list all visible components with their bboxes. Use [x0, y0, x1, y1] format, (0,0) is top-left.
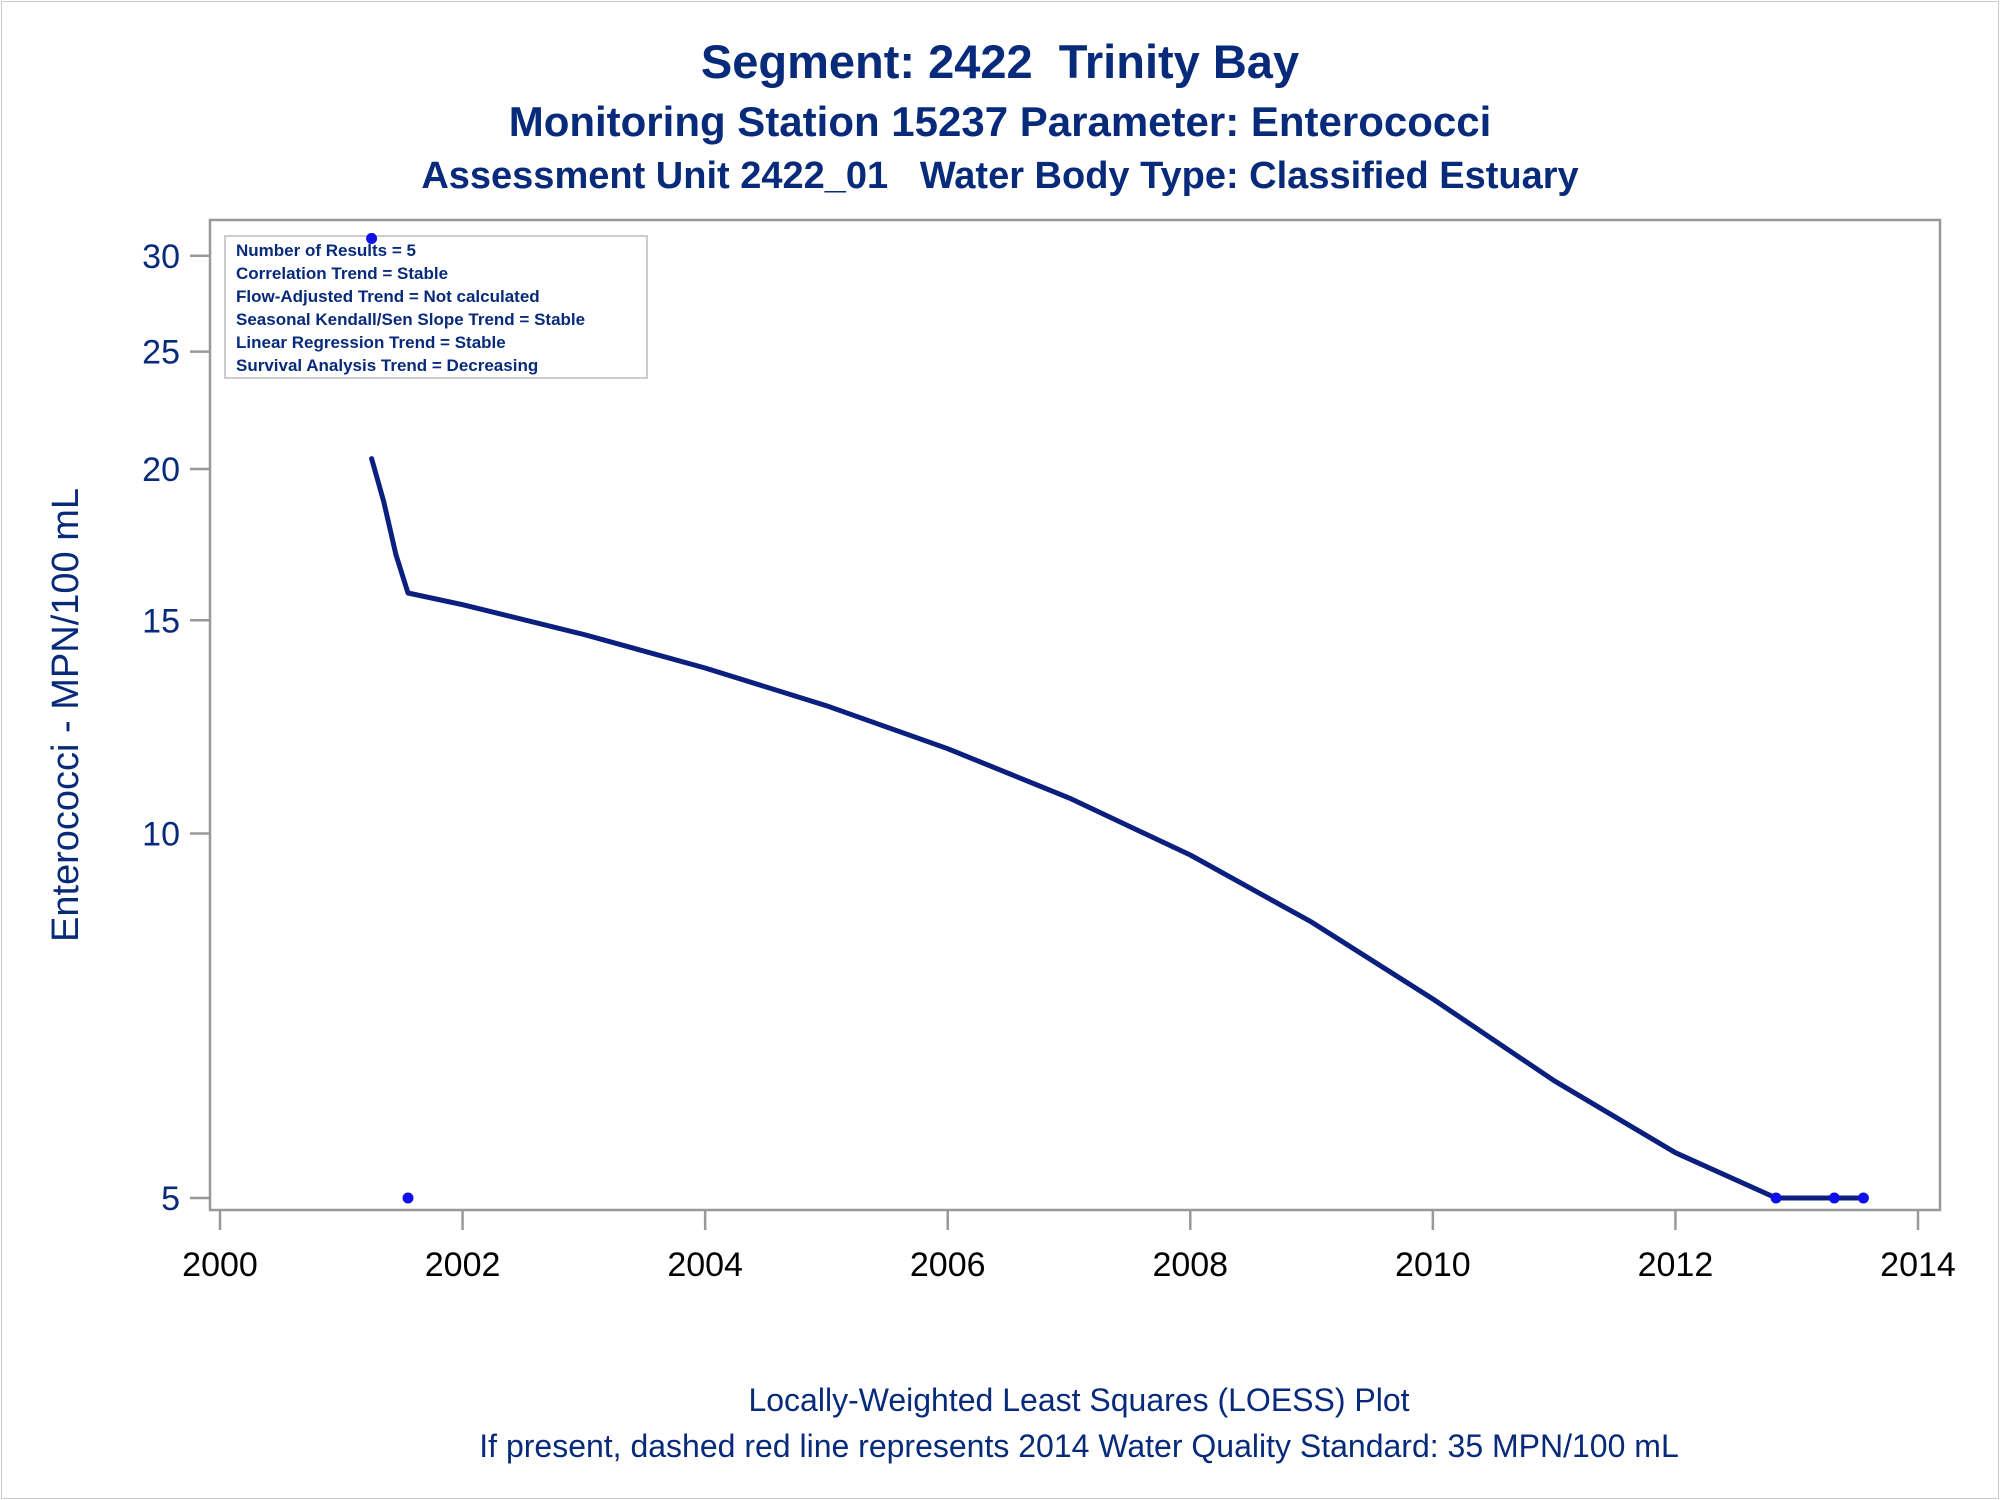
- stats-line-survival: Survival Analysis Trend = Decreasing: [236, 356, 538, 375]
- stats-line-seasonal-kendall: Seasonal Kendall/Sen Slope Trend = Stabl…: [236, 310, 585, 329]
- x-tick-label: 2014: [1880, 1246, 1956, 1284]
- x-tick-label: 2010: [1395, 1246, 1471, 1284]
- stats-box: Number of Results = 5 Correlation Trend …: [224, 233, 648, 379]
- x-tick-label: 2002: [425, 1246, 501, 1284]
- y-tick-label: 15: [142, 602, 180, 640]
- observation-point: [402, 1192, 414, 1204]
- x-tick-label: 2008: [1152, 1246, 1228, 1284]
- stats-line-correlation: Correlation Trend = Stable: [236, 264, 448, 283]
- y-tick-label: 10: [142, 816, 180, 854]
- y-tick-label: 25: [142, 334, 180, 372]
- stats-line-linear-regression: Linear Regression Trend = Stable: [236, 333, 506, 352]
- observation-point: [1857, 1192, 1869, 1204]
- x-tick-label: 2000: [182, 1246, 258, 1284]
- chart-subtitle-station: Monitoring Station 15237 Parameter: Ente…: [508, 98, 1492, 145]
- x-tick-label: 2012: [1638, 1246, 1714, 1284]
- stats-line-results: Number of Results = 5: [236, 241, 416, 260]
- loess-line: [369, 456, 1866, 1201]
- stats-box-border: [224, 235, 648, 379]
- y-axis-label: Enterococci - MPN/100 mL: [45, 488, 87, 942]
- observation-point: [1828, 1192, 1840, 1204]
- plot-area: [208, 218, 1942, 1212]
- y-tick-label: 20: [142, 451, 180, 489]
- y-tick-label: 5: [161, 1180, 180, 1218]
- x-axis: 2000 2002 2004 2006 2008 2010 2012 2014: [182, 1210, 1956, 1284]
- y-axis: 5 10 15 20 25 30: [142, 238, 210, 1218]
- observation-point-overlay: [366, 233, 378, 245]
- y-tick-label: 30: [142, 238, 180, 276]
- footnote-standard: If present, dashed red line represents 2…: [479, 1428, 1679, 1464]
- footnote-method: Locally-Weighted Least Squares (LOESS) P…: [748, 1382, 1410, 1418]
- stats-line-flow-adjusted: Flow-Adjusted Trend = Not calculated: [236, 287, 540, 306]
- observation-point: [1770, 1192, 1782, 1204]
- x-tick-label: 2004: [667, 1246, 743, 1284]
- chart-subtitle-assessment: Assessment Unit 2422_01 Water Body Type:…: [421, 155, 1579, 197]
- x-tick-label: 2006: [910, 1246, 986, 1284]
- chart-title: Segment: 2422 Trinity Bay: [700, 35, 1300, 88]
